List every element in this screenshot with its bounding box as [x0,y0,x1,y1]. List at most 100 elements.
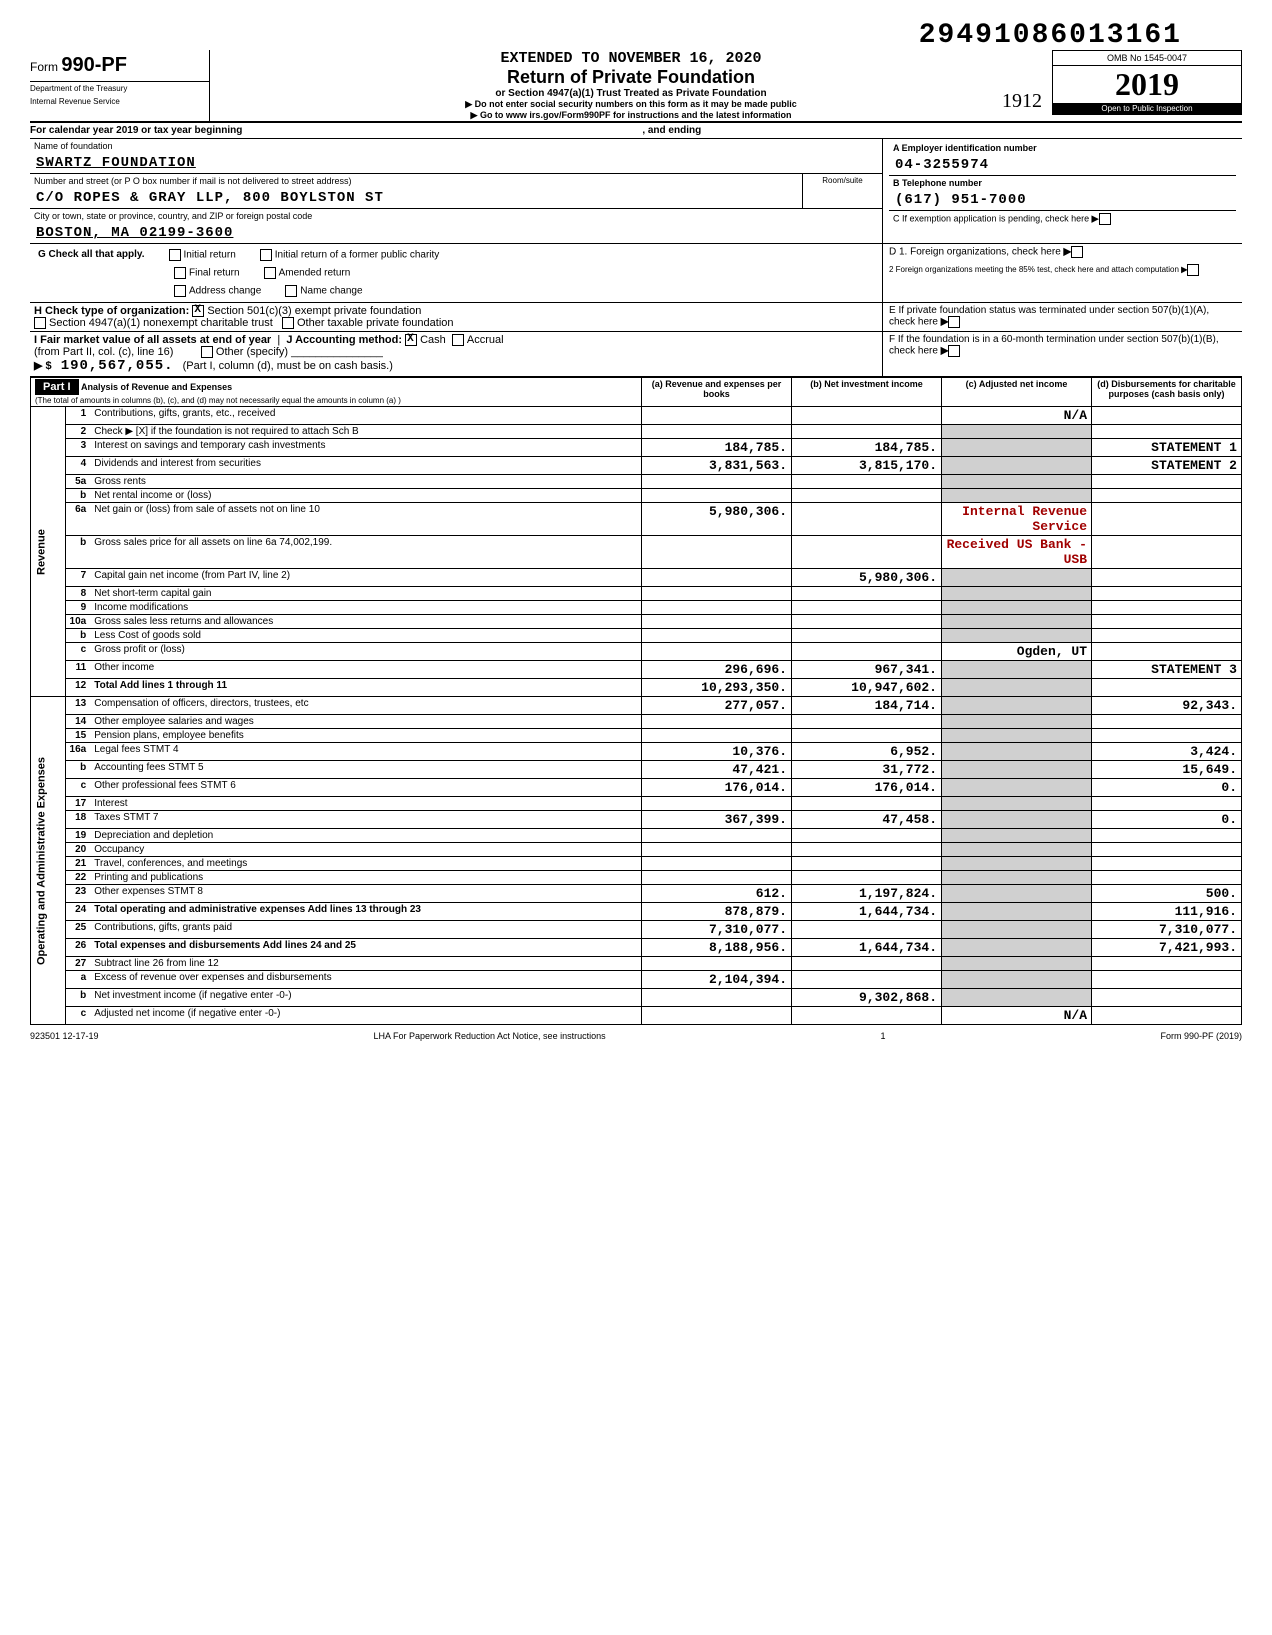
addr-label: Number and street (or P O box number if … [30,174,802,188]
cb-d2[interactable] [1187,264,1199,276]
line-desc: Net gain or (loss) from sale of assets n… [90,503,641,536]
amount-cell: Received US Bank - USB [942,536,1092,569]
table-row: 4Dividends and interest from securities3… [31,457,1242,475]
lbl-501c3: Section 501(c)(3) exempt private foundat… [207,305,421,317]
amount-cell: 9,302,868. [792,989,942,1007]
amount-cell [942,457,1092,475]
line-desc: Dividends and interest from securities [90,457,641,475]
amount-cell [1092,729,1242,743]
part1-heading: Analysis of Revenue and Expenses [81,382,232,392]
foundation-city: BOSTON, MA 02199-3600 [30,223,882,243]
line-number: 18 [65,811,90,829]
amount-cell [1092,503,1242,536]
h-left: H Check type of organization: Section 50… [30,303,882,331]
amount-cell: STATEMENT 2 [1092,457,1242,475]
amount-cell [1092,1007,1242,1025]
cb-other-tax[interactable] [282,317,294,329]
amount-cell [642,871,792,885]
amount-cell: N/A [942,407,1092,425]
cal-year-ending: , and ending [642,125,701,136]
cb-f[interactable] [948,345,960,357]
cb-d1[interactable] [1071,246,1083,258]
amount-cell [942,661,1092,679]
table-row: 14Other employee salaries and wages [31,715,1242,729]
amount-cell: 47,421. [642,761,792,779]
table-row: 11Other income296,696.967,341.STATEMENT … [31,661,1242,679]
table-row: 9Income modifications [31,601,1242,615]
line-number: 21 [65,857,90,871]
g-left: G Check all that apply. Initial return I… [30,244,882,302]
amount-cell [792,407,942,425]
cb-4947[interactable] [34,317,46,329]
c-label: C If exemption application is pending, c… [893,213,1089,223]
line-desc: Travel, conferences, and meetings [90,857,641,871]
cb-cash[interactable] [405,334,417,346]
amount-cell: 7,310,077. [642,921,792,939]
cb-final[interactable] [174,267,186,279]
cb-initial[interactable] [169,249,181,261]
line-number: 9 [65,601,90,615]
vlabel-expenses: Operating and Administrative Expenses [31,697,66,1025]
part1-title-cell: Part I Analysis of Revenue and Expenses … [31,378,642,407]
amount-cell [1092,489,1242,503]
cb-addr-change[interactable] [174,285,186,297]
ijf-row: I Fair market value of all assets at end… [30,332,1242,377]
line-desc: Total operating and administrative expen… [90,903,641,921]
line-number: c [65,779,90,797]
cb-accrual[interactable] [452,334,464,346]
i-label: I Fair market value of all assets at end… [34,334,271,346]
line-number: 24 [65,903,90,921]
amount-cell: 500. [1092,885,1242,903]
cb-amended[interactable] [264,267,276,279]
line-desc: Other employee salaries and wages [90,715,641,729]
amount-cell [792,615,942,629]
cb-name-change[interactable] [285,285,297,297]
d1-row: D 1. Foreign organizations, check here ▶ [889,246,1236,258]
line-desc: Check ▶ [X] if the foundation is not req… [90,425,641,439]
line-number: 13 [65,697,90,715]
line-number: 2 [65,425,90,439]
table-row: 22Printing and publications [31,871,1242,885]
amount-cell [792,425,942,439]
line-desc: Interest [90,797,641,811]
amount-cell: N/A [942,1007,1092,1025]
line-desc: Pension plans, employee benefits [90,729,641,743]
amount-cell [642,1007,792,1025]
table-row: 6aNet gain or (loss) from sale of assets… [31,503,1242,536]
cb-initial-former[interactable] [260,249,272,261]
d2-label: 2 Foreign organizations meeting the 85% … [889,265,1179,274]
line-desc: Subtract line 26 from line 12 [90,957,641,971]
document-locator-number: 29491086013161 [919,20,1182,51]
amount-cell [1092,843,1242,857]
cb-e[interactable] [948,316,960,328]
amount-cell [1092,715,1242,729]
amount-cell [942,729,1092,743]
c-pending: C If exemption application is pending, c… [889,210,1236,227]
footer-page: 1 [881,1031,886,1041]
table-row: bNet rental income or (loss) [31,489,1242,503]
table-row: 23Other expenses STMT 8612.1,197,824.500… [31,885,1242,903]
amount-cell [1092,797,1242,811]
line-desc: Interest on savings and temporary cash i… [90,439,641,457]
table-row: bLess Cost of goods sold [31,629,1242,643]
c-checkbox[interactable] [1099,213,1111,225]
amount-cell [642,843,792,857]
form-number-line: Form 990-PF [30,54,209,77]
amount-cell: 612. [642,885,792,903]
lbl-other-tax: Other taxable private foundation [297,317,454,329]
amount-cell [942,939,1092,957]
col-c-head: (c) Adjusted net income [942,378,1092,407]
amount-cell [942,489,1092,503]
i-note: (Part I, column (d), must be on cash bas… [183,360,393,372]
footer-lha: LHA For Paperwork Reduction Act Notice, … [373,1031,605,1041]
line-number: 5a [65,475,90,489]
amount-cell: 1,644,734. [792,903,942,921]
amount-cell [642,407,792,425]
cb-other-method[interactable] [201,346,213,358]
amount-cell [792,857,942,871]
e-label: E If private foundation status was termi… [889,305,1209,328]
line-number: c [65,643,90,661]
line-number: b [65,536,90,569]
addr-row: Number and street (or P O box number if … [30,173,882,208]
cb-501c3[interactable] [192,305,204,317]
